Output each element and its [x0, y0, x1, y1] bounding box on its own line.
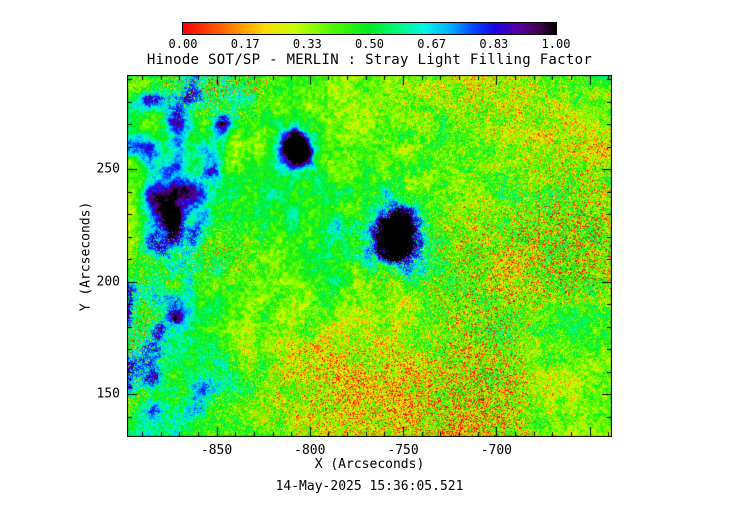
- colorbar-tick-label: 0.00: [168, 37, 198, 51]
- heatmap-image: [127, 75, 612, 437]
- x-axis-label: X (Arcseconds): [314, 457, 425, 472]
- x-tick-label: -750: [387, 443, 419, 458]
- y-tick-label: 200: [96, 274, 120, 290]
- y-tick-label: 150: [96, 386, 120, 402]
- colorbar-tick-label: 0.83: [479, 37, 509, 51]
- chart-title: Hinode SOT/SP - MERLIN : Stray Light Fil…: [146, 52, 593, 68]
- x-tick-label: -700: [480, 443, 512, 458]
- x-tick-label: -800: [294, 443, 326, 458]
- colorbar: [182, 22, 557, 35]
- timestamp: 14-May-2025 15:36:05.521: [275, 479, 464, 494]
- y-axis-label: Y (Arcseconds): [78, 201, 94, 312]
- colorbar-tick-label: 0.50: [355, 37, 384, 51]
- colorbar-tick-labels: 0.00 0.17 0.33 0.50 0.67 0.83 1.00: [169, 37, 571, 51]
- y-tick-label: 250: [96, 161, 120, 177]
- colorbar-tick-label: 1.00: [541, 37, 571, 51]
- colorbar-tick-label: 0.67: [417, 37, 447, 51]
- colorbar-tick-label: 0.17: [230, 37, 260, 51]
- x-tick-label: -850: [200, 443, 233, 458]
- colorbar-tick-label: 0.33: [292, 37, 322, 51]
